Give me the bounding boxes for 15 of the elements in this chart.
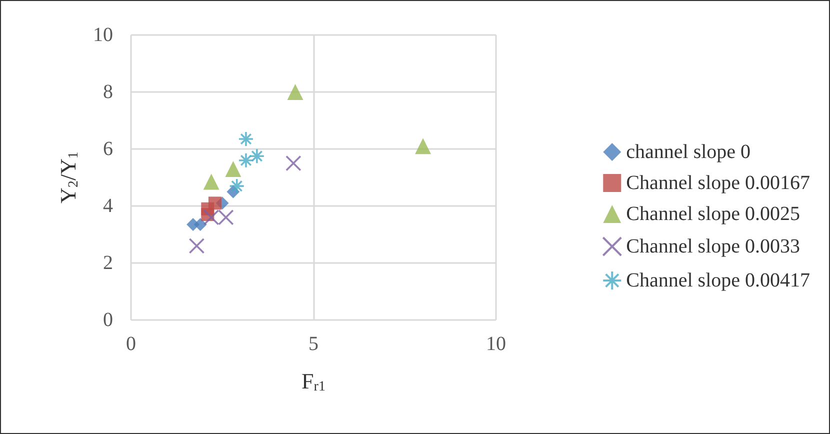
legend-label: Channel slope 0.00417 <box>626 270 810 292</box>
legend-label: Channel slope 0.00167 <box>626 172 810 194</box>
y-tick-label: 10 <box>93 24 113 46</box>
y-tick-label: 0 <box>103 309 113 331</box>
legend-label: channel slope 0 <box>626 141 751 163</box>
legend-label: Channel slope 0.0033 <box>626 236 800 258</box>
legend-label: Channel slope 0.0025 <box>626 203 800 225</box>
y-axis-title: Y2/Y1 <box>56 152 82 204</box>
x-tick-label: 0 <box>126 333 136 355</box>
y-tick-label: 2 <box>103 252 113 274</box>
x-tick-label: 5 <box>308 333 318 355</box>
x-tick-label: 10 <box>486 333 506 355</box>
y-tick-label: 4 <box>103 195 113 217</box>
y-tick-label: 8 <box>103 81 113 103</box>
y-tick-label: 6 <box>103 138 113 160</box>
